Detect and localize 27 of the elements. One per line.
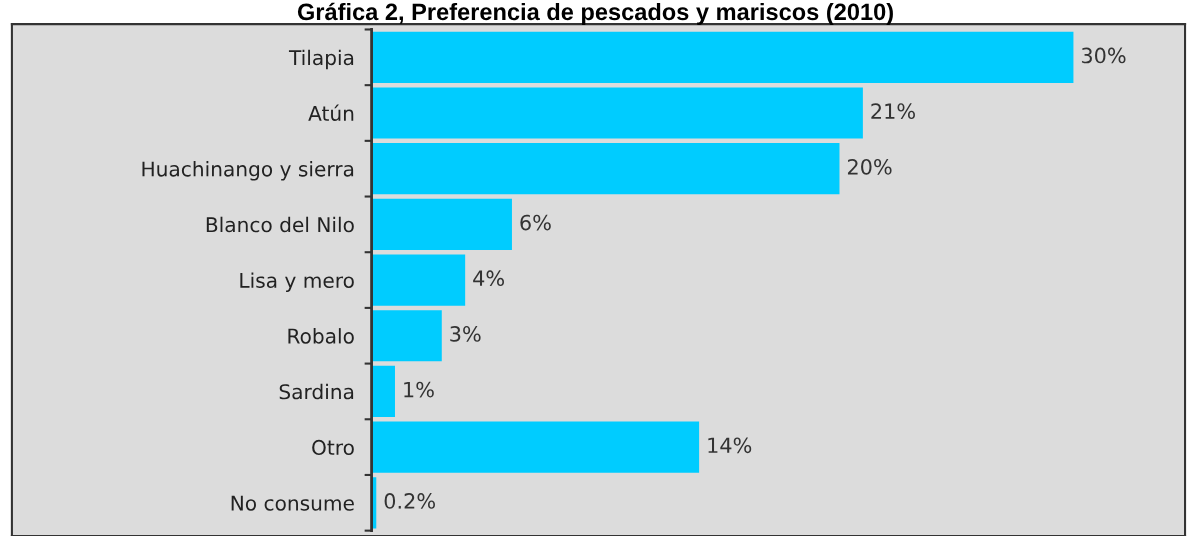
data-label: 20% [847,158,892,175]
data-label: 14% [708,437,752,454]
bar [371,421,700,473]
bar [371,365,395,418]
y-tick-label: Robalo [288,328,354,344]
y-tick-label: Otro [312,439,354,456]
data-label: 4% [473,270,505,287]
y-tick-label: No consume [231,495,354,511]
y-tick-label: Sardina [279,383,354,400]
data-label: 30% [1081,47,1126,64]
bar [371,31,1074,83]
data-label: 0.2% [384,493,435,509]
data-label: 6% [520,214,551,231]
bar [371,198,512,250]
y-tick-label: Lisa y mero [240,272,354,292]
data-label: 1% [404,381,434,398]
bar [371,143,840,195]
y-tick-label: Blanco del Nilo [206,216,354,233]
y-tick-label: Tilapia [288,49,354,70]
data-label: 21% [871,103,915,120]
y-tick-label: Huachinango y sierra [142,161,354,181]
chart-title: Gráfica 2, Preferencia de pescados y mariscos (2010) [297,2,893,25]
data-label: 3% [450,326,481,342]
bar [371,310,442,362]
y-tick-label: Atún [308,104,354,121]
bar [371,87,863,139]
bar [371,254,466,306]
